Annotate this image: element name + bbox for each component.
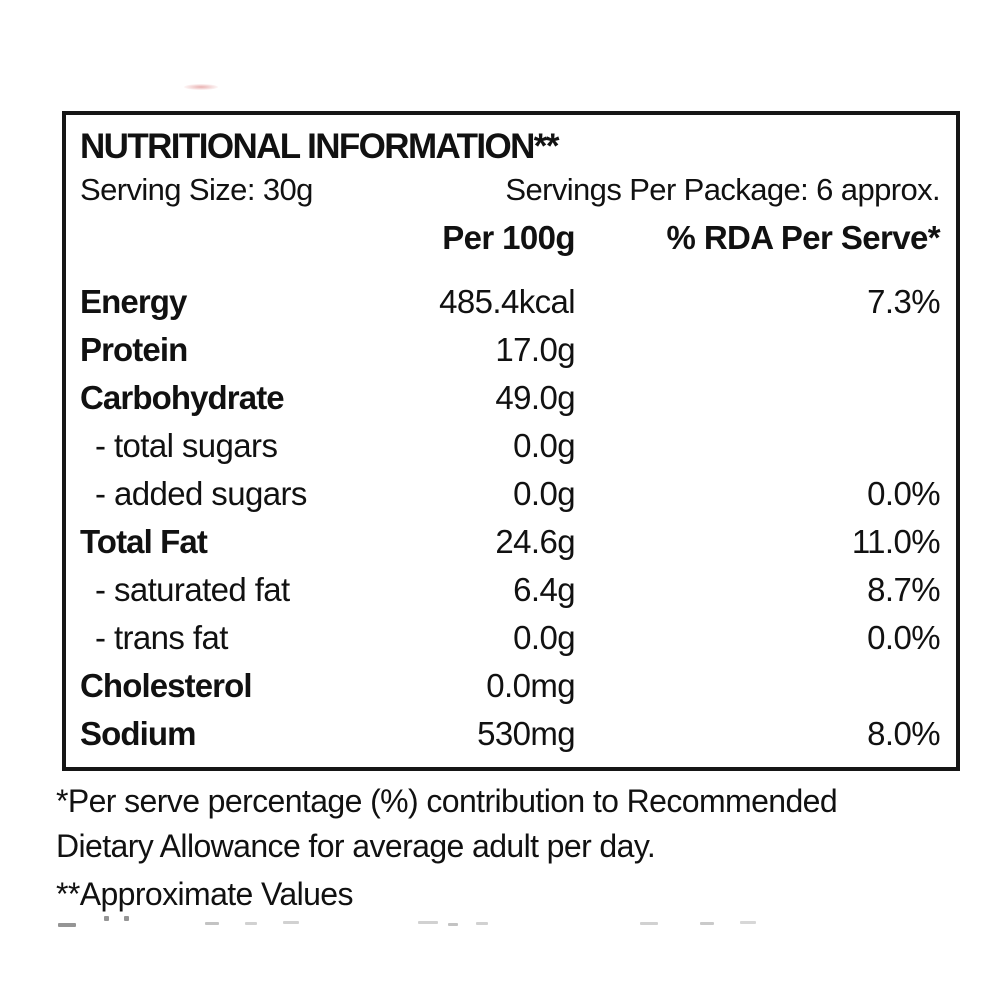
nutrient-name: - total sugars: [95, 427, 278, 464]
rda-value: 0.0%: [867, 619, 940, 656]
per-100g-value: 24.6g: [495, 523, 575, 560]
per-100g-value: 0.0mg: [486, 667, 575, 704]
rda-value: 0.0%: [867, 475, 940, 512]
nutrient-name: - added sugars: [95, 475, 307, 512]
nutrient-name: Total Fat: [80, 523, 208, 560]
nutrition-title: NUTRITIONAL INFORMATION**: [80, 127, 559, 166]
nutrient-row-trans-fat: - trans fat 0.0g 0.0%: [80, 614, 941, 662]
nutrient-name: Cholesterol: [80, 667, 253, 704]
per-100g-value: 0.0g: [513, 619, 575, 656]
rda-value: 8.7%: [867, 571, 940, 608]
footnotes: *Per serve percentage (%) contribution t…: [56, 779, 968, 917]
nutrient-name: Carbohydrate: [80, 379, 285, 416]
empty-header-cell: [80, 214, 417, 262]
rda-value: [575, 422, 940, 470]
nutrient-row-carbohydrate: Carbohydrate 49.0g: [80, 374, 940, 422]
rda-value: [575, 374, 940, 422]
rda-value: [575, 326, 940, 374]
rda-per-serve-header: % RDA Per Serve*: [666, 219, 941, 256]
pink-artifact-mark: [184, 84, 218, 90]
per-100g-value: 49.0g: [495, 379, 575, 416]
per-100g-value: 530mg: [477, 715, 576, 752]
per-100g-value: 17.0g: [495, 331, 575, 368]
servings-per-package: Servings Per Package: 6 approx.: [505, 172, 940, 207]
nutrition-facts-box: NUTRITIONAL INFORMATION** Serving Size: …: [62, 111, 960, 771]
per-100g-value: 485.4kcal: [439, 283, 575, 320]
nutrient-row-total-fat: Total Fat 24.6g 11.0%: [80, 518, 941, 566]
per-100g-header: Per 100g: [442, 219, 575, 256]
nutrient-row-saturated-fat: - saturated fat 6.4g 8.7%: [80, 566, 941, 614]
rda-value: 7.3%: [867, 283, 940, 320]
per-100g-value: 0.0g: [513, 475, 575, 512]
rda-value: 8.0%: [867, 715, 940, 752]
per-100g-value: 6.4g: [513, 571, 575, 608]
footnote-rda-line-2: Dietary Allowance for average adult per …: [56, 828, 656, 864]
nutrient-row-total-sugars: - total sugars 0.0g: [80, 422, 940, 470]
nutrient-name: Protein: [80, 331, 188, 368]
rda-value: [575, 662, 940, 710]
per-100g-value: 0.0g: [513, 427, 575, 464]
nutrient-name: - trans fat: [95, 619, 228, 656]
nutrient-row-added-sugars: - added sugars 0.0g 0.0%: [80, 470, 941, 518]
nutrient-name: - saturated fat: [95, 571, 290, 608]
rda-value: 11.0%: [851, 523, 941, 560]
clipped-text-remnant: [0, 916, 1000, 928]
column-header-row: Per 100g % RDA Per Serve*: [80, 214, 940, 262]
footnote-approximate-values: **Approximate Values: [56, 876, 354, 912]
nutrient-row-sodium: Sodium 530mg 8.0%: [80, 710, 941, 758]
nutrient-row-cholesterol: Cholesterol 0.0mg: [80, 662, 940, 710]
footnote-rda-line-1: *Per serve percentage (%) contribution t…: [56, 783, 838, 819]
nutrient-name: Sodium: [80, 715, 197, 752]
serving-info-row: Serving Size: 30g Servings Per Package: …: [80, 169, 941, 210]
nutrient-row-protein: Protein 17.0g: [80, 326, 940, 374]
nutrient-name: Energy: [80, 283, 187, 320]
nutrient-row-energy: Energy 485.4kcal 7.3%: [80, 278, 941, 326]
serving-size: Serving Size: 30g: [80, 172, 313, 207]
